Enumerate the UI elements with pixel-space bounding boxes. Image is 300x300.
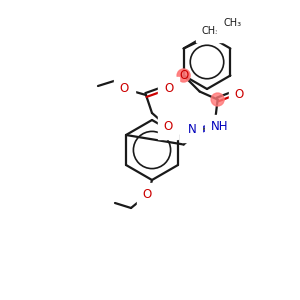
Text: O: O [142, 188, 152, 202]
Text: CH₃: CH₃ [202, 26, 220, 37]
Circle shape [177, 69, 190, 82]
Text: O: O [164, 82, 173, 95]
Text: NH: NH [211, 121, 228, 134]
Text: O: O [179, 69, 188, 82]
Text: CH₃: CH₃ [223, 18, 241, 28]
Text: O: O [120, 82, 129, 95]
Text: O: O [164, 121, 172, 134]
Text: O: O [235, 88, 244, 101]
Text: N: N [188, 123, 197, 136]
Circle shape [211, 93, 224, 106]
